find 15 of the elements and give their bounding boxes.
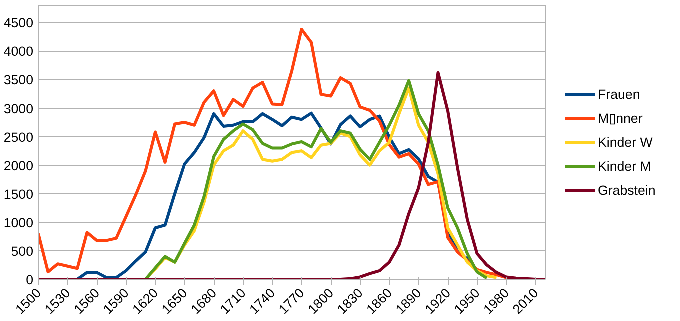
legend-label: Kinder W xyxy=(598,134,653,150)
y-tick-label: 500 xyxy=(11,244,34,259)
legend-label: Kinder M xyxy=(598,158,652,174)
legend-label: M▯nner xyxy=(598,110,643,126)
y-tick-label: 4500 xyxy=(4,16,34,31)
legend-label: Grabstein xyxy=(598,182,656,198)
y-tick-label: 1000 xyxy=(4,215,34,230)
y-tick-label: 3500 xyxy=(4,72,34,88)
y-tick-label: 4000 xyxy=(4,44,34,60)
y-tick-label: 2500 xyxy=(4,130,34,145)
legend-label: Frauen xyxy=(598,86,640,102)
y-tick-label: 1500 xyxy=(4,186,34,202)
y-tick-label: 0 xyxy=(26,272,34,288)
y-tick-label: 2000 xyxy=(4,158,34,174)
y-tick-label: 3000 xyxy=(4,101,34,116)
